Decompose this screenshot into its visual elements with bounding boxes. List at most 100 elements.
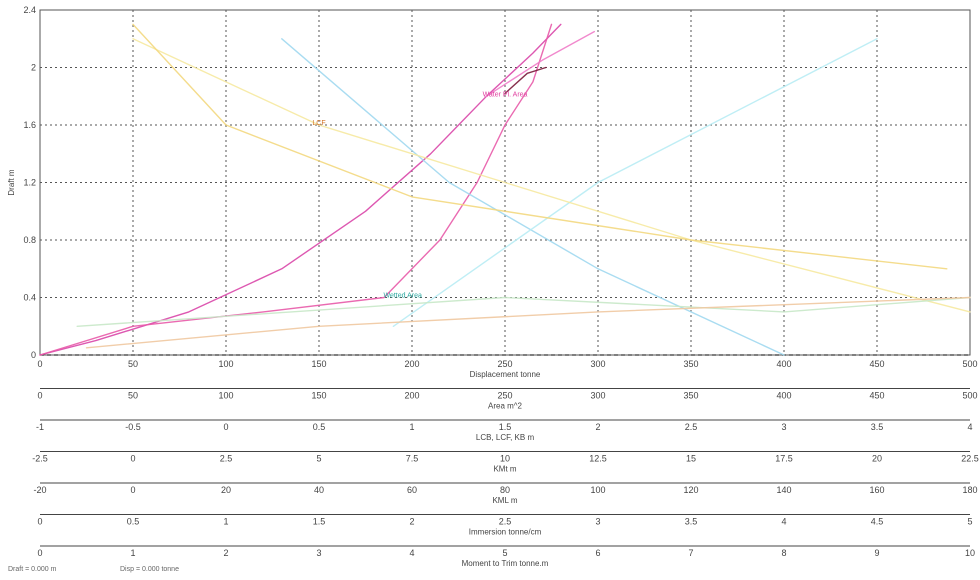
x-tick-label: 5 bbox=[502, 548, 507, 558]
x-tick-label: 0 bbox=[37, 517, 42, 527]
x-tick-label: 6 bbox=[595, 548, 600, 558]
x-tick-label: 350 bbox=[683, 359, 698, 369]
x-tick-label: 3 bbox=[595, 517, 600, 527]
y-tick-label: 0.4 bbox=[23, 293, 36, 303]
status-draft: Draft = 0.000 m bbox=[8, 566, 57, 573]
x-tick-label: 300 bbox=[590, 359, 605, 369]
x-tick-label: 400 bbox=[776, 359, 791, 369]
status-displacement: Disp = 0.000 tonne bbox=[120, 566, 179, 573]
x-axis-label: LCB, LCF, KB m bbox=[476, 433, 535, 442]
x-tick-label: 0.5 bbox=[127, 517, 140, 527]
x-tick-label: 2.5 bbox=[220, 454, 233, 464]
x-tick-label: 2.5 bbox=[499, 517, 512, 527]
x-axis-label: Area m^2 bbox=[488, 402, 523, 411]
x-axis-label: KML m bbox=[492, 496, 517, 505]
x-axis-label: Moment to Trim tonne.m bbox=[462, 559, 549, 568]
x-tick-label: 500 bbox=[962, 391, 977, 401]
y-tick-label: 2 bbox=[31, 63, 36, 73]
y-tick-label: 1.2 bbox=[23, 178, 36, 188]
x-tick-label: 180 bbox=[962, 485, 977, 495]
x-tick-label: 450 bbox=[869, 359, 884, 369]
x-tick-label: 100 bbox=[590, 485, 605, 495]
x-tick-label: 500 bbox=[962, 359, 977, 369]
x-tick-label: 150 bbox=[311, 391, 326, 401]
x-tick-label: 0 bbox=[37, 359, 42, 369]
series-line-0 bbox=[39, 23, 562, 356]
x-tick-label: -20 bbox=[33, 485, 46, 495]
x-tick-label: 10 bbox=[500, 454, 510, 464]
x-tick-label: 50 bbox=[128, 359, 138, 369]
x-tick-label: 5 bbox=[316, 454, 321, 464]
x-tick-label: 80 bbox=[500, 485, 510, 495]
x-tick-label: 1.5 bbox=[499, 422, 512, 432]
x-tick-label: 10 bbox=[965, 548, 975, 558]
series-annotation: Wetted Area bbox=[383, 293, 422, 300]
x-tick-label: 2 bbox=[223, 548, 228, 558]
series-line-8 bbox=[76, 296, 971, 327]
x-tick-label: 120 bbox=[683, 485, 698, 495]
x-tick-label: -0.5 bbox=[125, 422, 141, 432]
x-axis-label: KMt m bbox=[493, 465, 516, 474]
x-tick-label: 12.5 bbox=[589, 454, 607, 464]
x-tick-label: 450 bbox=[869, 391, 884, 401]
x-tick-label: 0 bbox=[130, 454, 135, 464]
x-tick-label: 1 bbox=[409, 422, 414, 432]
x-tick-label: 400 bbox=[776, 391, 791, 401]
x-tick-label: 40 bbox=[314, 485, 324, 495]
x-tick-label: 0 bbox=[37, 548, 42, 558]
x-tick-label: 2 bbox=[595, 422, 600, 432]
series-line-5 bbox=[392, 38, 878, 327]
x-axis-label: Immersion tonne/cm bbox=[469, 528, 542, 537]
x-tick-label: 150 bbox=[311, 359, 326, 369]
x-tick-label: 50 bbox=[128, 391, 138, 401]
series-line-2 bbox=[485, 30, 595, 98]
x-tick-label: 250 bbox=[497, 391, 512, 401]
x-tick-label: 3.5 bbox=[871, 422, 884, 432]
y-tick-label: 0 bbox=[31, 350, 36, 360]
y-tick-label: 2.4 bbox=[23, 5, 36, 15]
x-tick-label: 4 bbox=[409, 548, 414, 558]
x-tick-label: 1 bbox=[223, 517, 228, 527]
x-tick-label: 300 bbox=[590, 391, 605, 401]
x-tick-label: 15 bbox=[686, 454, 696, 464]
x-tick-label: -1 bbox=[36, 422, 44, 432]
x-tick-label: 4.5 bbox=[871, 517, 884, 527]
x-tick-label: 7 bbox=[688, 548, 693, 558]
x-tick-label: 3 bbox=[316, 548, 321, 558]
x-tick-label: 2 bbox=[409, 517, 414, 527]
x-tick-label: 0 bbox=[37, 391, 42, 401]
x-tick-label: 250 bbox=[497, 359, 512, 369]
x-tick-label: 9 bbox=[874, 548, 879, 558]
x-tick-label: 0 bbox=[130, 485, 135, 495]
x-tick-label: 1 bbox=[130, 548, 135, 558]
x-tick-label: 0.5 bbox=[313, 422, 326, 432]
y-tick-label: 0.8 bbox=[23, 235, 36, 245]
y-tick-label: 1.6 bbox=[23, 120, 36, 130]
series-line-9 bbox=[85, 296, 971, 349]
x-tick-label: 100 bbox=[218, 359, 233, 369]
x-tick-label: 17.5 bbox=[775, 454, 793, 464]
x-tick-label: 0 bbox=[223, 422, 228, 432]
x-tick-label: 3 bbox=[781, 422, 786, 432]
x-tick-label: 20 bbox=[872, 454, 882, 464]
series-annotation: Water Pl. Area bbox=[483, 91, 528, 98]
x-axis-label: Displacement tonne bbox=[470, 370, 541, 379]
x-tick-label: 60 bbox=[407, 485, 417, 495]
x-tick-label: 160 bbox=[869, 485, 884, 495]
x-tick-label: 1.5 bbox=[313, 517, 326, 527]
series-line-6 bbox=[132, 38, 971, 313]
series-line-4 bbox=[281, 38, 785, 356]
x-tick-label: 4 bbox=[781, 517, 786, 527]
x-tick-label: 7.5 bbox=[406, 454, 419, 464]
x-tick-label: 200 bbox=[404, 391, 419, 401]
y-axis-label: Draft m bbox=[7, 169, 16, 196]
x-tick-label: 100 bbox=[218, 391, 233, 401]
series-line-1 bbox=[39, 23, 553, 356]
x-tick-label: 140 bbox=[776, 485, 791, 495]
x-tick-label: 22.5 bbox=[961, 454, 979, 464]
series-line-3 bbox=[504, 66, 547, 95]
x-tick-label: 20 bbox=[221, 485, 231, 495]
x-tick-label: 8 bbox=[781, 548, 786, 558]
x-tick-label: 200 bbox=[404, 359, 419, 369]
